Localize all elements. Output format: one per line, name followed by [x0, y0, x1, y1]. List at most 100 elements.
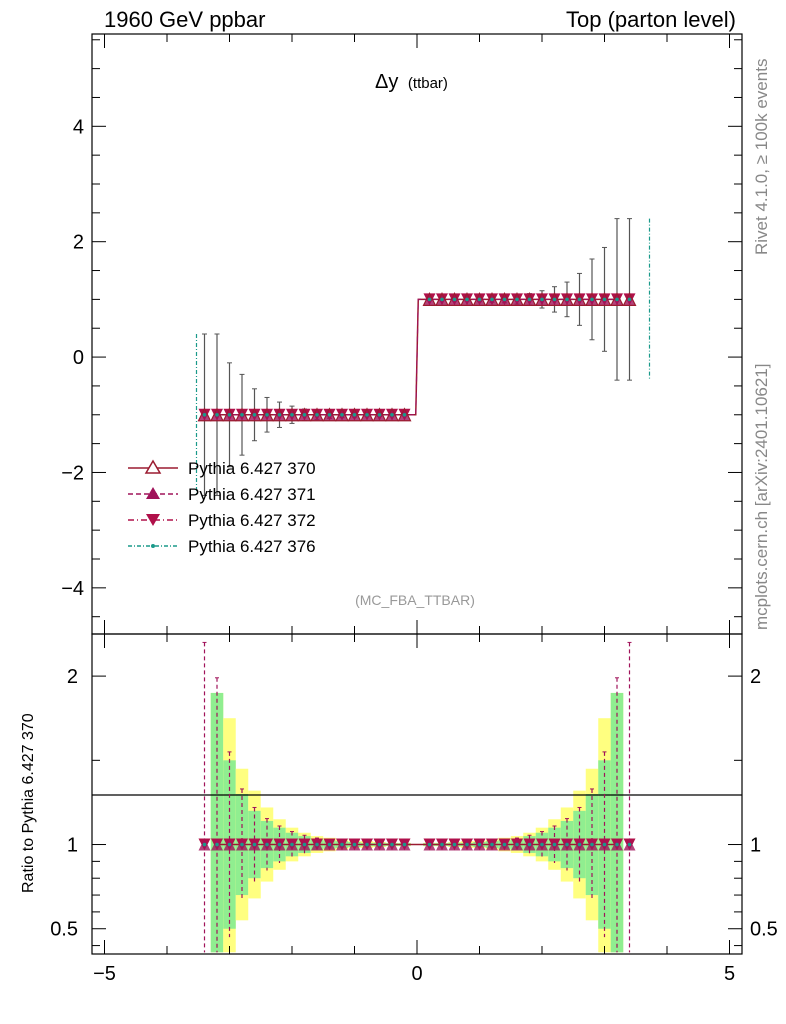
main-point-376 — [440, 297, 444, 302]
y-tick-label-ratio-right: 2 — [750, 666, 761, 688]
x-tick-label: 0 — [411, 963, 422, 985]
main-point-376 — [402, 412, 407, 417]
ratio-point-376 — [377, 842, 382, 847]
axis-tick-labels: −4 −2 0 2 4 0.5 0.5 1 1 2 2 −5 0 5 — [50, 116, 778, 985]
legend-marker-372 — [146, 514, 160, 526]
ratio-point-376 — [227, 842, 232, 847]
ratio-point-376 — [540, 842, 544, 847]
legend-entry-376: Pythia 6.427 376 — [128, 537, 316, 556]
legend-entry-371: Pythia 6.427 371 — [128, 485, 316, 504]
legend-label-376: Pythia 6.427 376 — [188, 537, 316, 556]
ratio-band-green — [210, 692, 224, 953]
main-point-370 — [497, 292, 512, 306]
main-point-376 — [590, 297, 594, 302]
main-point-376 — [565, 297, 569, 302]
legend-label-372: Pythia 6.427 372 — [188, 511, 316, 530]
main-point-376 — [340, 412, 344, 417]
y-tick-label-main: −2 — [61, 462, 84, 484]
main-point-376 — [477, 297, 482, 302]
main-point-376 — [277, 412, 282, 417]
ratio-band-green — [610, 692, 624, 953]
legend-marker-376 — [151, 544, 155, 548]
main-point-370 — [422, 292, 437, 306]
main-point-376 — [390, 412, 394, 417]
ratio-point-376 — [565, 842, 569, 847]
y-tick-label-ratio: 0.5 — [50, 919, 78, 941]
ratio-point-376 — [202, 842, 207, 847]
ratio-point-376 — [240, 842, 244, 847]
ratio-uncertainty-bands — [210, 692, 624, 953]
y-tick-label-ratio-right: 0.5 — [750, 919, 778, 941]
ratio-point-376 — [402, 842, 407, 847]
ratio-point-376 — [552, 842, 557, 847]
y-tick-label-main: 0 — [73, 347, 84, 369]
ratio-point-376 — [427, 842, 432, 847]
ratio-point-376 — [515, 842, 519, 847]
main-point-370 — [597, 292, 612, 306]
ratio-point-376 — [490, 842, 494, 847]
main-point-370 — [297, 407, 312, 422]
main-point-376 — [265, 412, 269, 417]
main-point-376 — [502, 297, 507, 302]
main-point-370 — [435, 292, 449, 306]
legend-entry-372: Pythia 6.427 372 — [128, 511, 316, 530]
main-point-370 — [222, 407, 237, 422]
axes-ticks — [92, 34, 742, 954]
main-point-370 — [235, 407, 249, 422]
ratio-plot-frame — [91, 633, 743, 955]
main-point-376 — [465, 297, 469, 302]
ratio-point-376 — [615, 842, 619, 847]
ratio-point-376 — [440, 842, 444, 847]
main-point-376 — [627, 297, 632, 302]
main-point-370 — [347, 407, 362, 422]
main-point-376 — [227, 412, 232, 417]
y-tick-label-ratio: 2 — [67, 666, 78, 688]
main-point-376 — [515, 297, 519, 302]
analysis-label: (MC_FBA_TTBAR) — [355, 592, 475, 608]
main-point-376 — [202, 412, 207, 417]
main-point-376 — [365, 412, 369, 417]
ratio-point-376 — [315, 842, 319, 847]
main-point-370 — [385, 407, 399, 422]
main-point-376 — [452, 297, 457, 302]
ratio-point-376 — [590, 842, 594, 847]
main-point-376 — [315, 412, 319, 417]
y-tick-label-ratio: 1 — [67, 835, 78, 857]
main-point-376 — [352, 412, 357, 417]
ratio-point-376 — [452, 842, 457, 847]
plot-title: Δy (ttbar) — [375, 71, 448, 93]
main-point-370 — [335, 407, 349, 422]
main-point-376 — [577, 297, 582, 302]
ratio-point-376 — [527, 842, 532, 847]
main-point-370 — [547, 292, 562, 306]
main-point-370 — [510, 292, 524, 306]
ratio-point-376 — [340, 842, 344, 847]
legend-entry-370: Pythia 6.427 370 — [128, 459, 316, 478]
main-point-370 — [285, 407, 299, 422]
legend-marker-370 — [144, 459, 162, 474]
main-point-376 — [552, 297, 557, 302]
main-point-376 — [615, 297, 619, 302]
plot-title-sub: (ttbar) — [408, 75, 448, 92]
ratio-point-376 — [277, 842, 282, 847]
header-left-label: 1960 GeV ppbar — [104, 7, 266, 32]
main-point-370 — [197, 407, 212, 422]
main-point-370 — [272, 407, 287, 422]
main-point-370 — [397, 407, 412, 422]
main-point-370 — [585, 292, 599, 306]
series-line-371 — [217, 298, 617, 416]
ratio-point-376 — [627, 842, 632, 847]
plot-title-main: Δy — [375, 71, 398, 93]
main-point-370 — [322, 407, 337, 422]
main-point-376 — [327, 412, 332, 417]
main-point-370 — [560, 292, 574, 306]
ratio-point-376 — [390, 842, 394, 847]
main-point-376 — [427, 297, 432, 302]
ratio-point-376 — [577, 842, 582, 847]
ratio-point-376 — [265, 842, 269, 847]
ratio-point-376 — [465, 842, 469, 847]
main-point-376 — [490, 297, 494, 302]
main-point-370 — [210, 407, 224, 422]
y-tick-label-main: 4 — [73, 116, 84, 138]
main-point-370 — [535, 292, 549, 306]
